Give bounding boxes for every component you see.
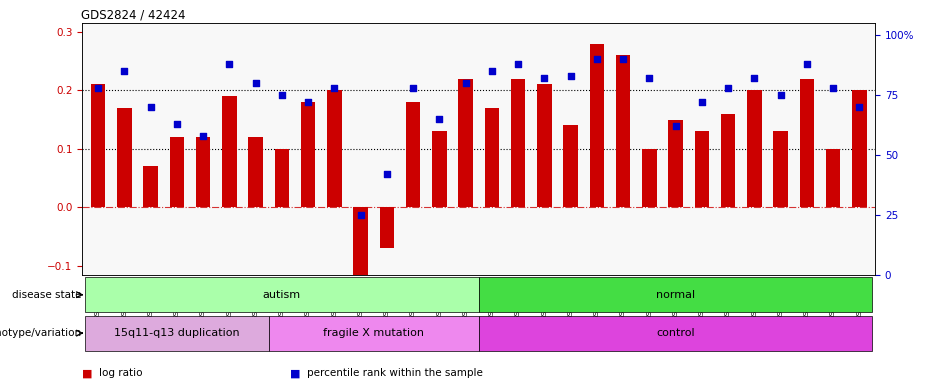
Point <box>563 73 578 79</box>
Point <box>221 61 236 67</box>
Bar <box>747 90 762 207</box>
Bar <box>85 277 479 312</box>
Point <box>773 92 788 98</box>
Text: genotype/variation: genotype/variation <box>0 328 81 338</box>
Bar <box>249 137 263 207</box>
Bar <box>458 79 473 207</box>
Point <box>196 132 211 139</box>
Bar <box>799 79 814 207</box>
Bar <box>144 166 158 207</box>
Point <box>353 212 368 218</box>
Point <box>169 121 184 127</box>
Text: ■: ■ <box>290 368 301 378</box>
Text: ■: ■ <box>82 368 93 378</box>
Text: control: control <box>657 328 695 338</box>
Bar <box>852 90 867 207</box>
Bar <box>117 108 131 207</box>
Point <box>406 84 421 91</box>
Bar <box>169 137 184 207</box>
Text: autism: autism <box>263 290 301 300</box>
Point <box>301 99 316 105</box>
Bar <box>85 316 269 351</box>
Text: log ratio: log ratio <box>99 368 143 378</box>
Point <box>274 92 289 98</box>
Bar <box>668 119 683 207</box>
Bar <box>511 79 525 207</box>
Point <box>431 116 447 122</box>
Bar <box>301 102 315 207</box>
Point <box>91 84 106 91</box>
Text: fragile X mutation: fragile X mutation <box>324 328 424 338</box>
Bar <box>563 126 578 207</box>
Text: percentile rank within the sample: percentile rank within the sample <box>307 368 483 378</box>
Bar <box>642 149 657 207</box>
Bar <box>274 149 289 207</box>
Point <box>484 68 499 74</box>
Bar <box>91 84 105 207</box>
Point <box>248 80 263 86</box>
Bar <box>589 43 604 207</box>
Point <box>143 104 158 110</box>
Bar <box>222 96 236 207</box>
Bar <box>196 137 210 207</box>
Point <box>721 84 736 91</box>
Bar <box>826 149 840 207</box>
Bar <box>479 277 872 312</box>
Bar <box>616 55 630 207</box>
Bar <box>354 207 368 278</box>
Bar <box>484 108 499 207</box>
Point <box>116 68 131 74</box>
Point <box>694 99 710 105</box>
Bar <box>379 207 394 248</box>
Bar <box>327 90 342 207</box>
Bar <box>694 131 709 207</box>
Bar <box>406 102 420 207</box>
Point <box>799 61 815 67</box>
Bar <box>773 131 788 207</box>
Point <box>826 84 841 91</box>
Point <box>851 104 867 110</box>
Point <box>746 75 762 81</box>
Text: GDS2824 / 42424: GDS2824 / 42424 <box>80 9 185 22</box>
Point <box>511 61 526 67</box>
Text: 15q11-q13 duplication: 15q11-q13 duplication <box>114 328 239 338</box>
Bar <box>432 131 447 207</box>
Point <box>641 75 657 81</box>
Bar <box>537 84 552 207</box>
Text: disease state: disease state <box>12 290 81 300</box>
Point <box>589 56 604 62</box>
Point <box>379 171 394 177</box>
Bar <box>479 316 872 351</box>
Point <box>668 123 683 129</box>
Bar <box>269 316 479 351</box>
Point <box>616 56 631 62</box>
Point <box>458 80 473 86</box>
Point <box>326 84 342 91</box>
Text: normal: normal <box>656 290 695 300</box>
Bar <box>721 114 735 207</box>
Point <box>536 75 552 81</box>
